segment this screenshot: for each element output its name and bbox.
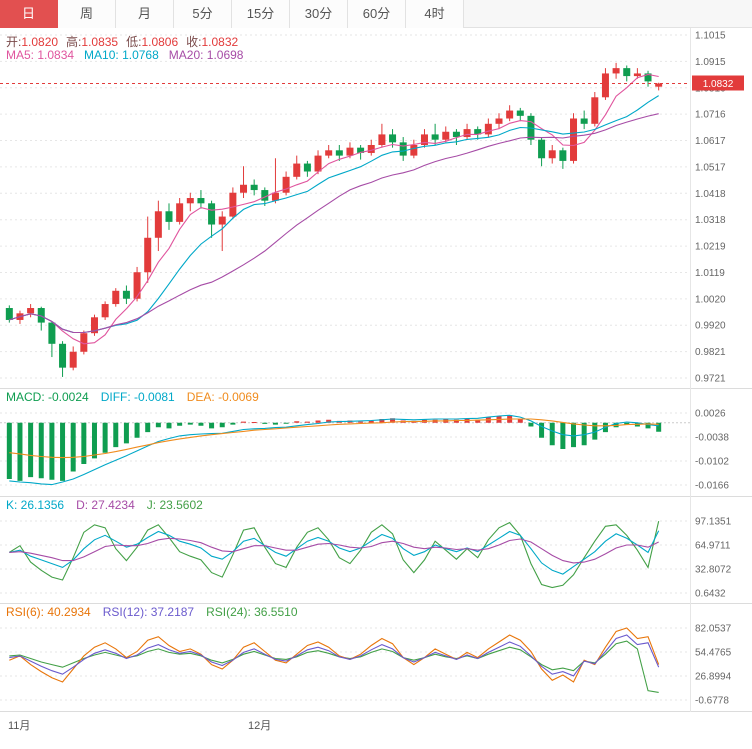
svg-text:1.0517: 1.0517 bbox=[695, 162, 726, 173]
low-label: 低: bbox=[126, 35, 142, 49]
kdj-header: K: 26.1356 D: 27.4234 J: 23.5602 bbox=[0, 497, 752, 513]
tab-weekly[interactable]: 周 bbox=[58, 0, 116, 28]
svg-text:1.0318: 1.0318 bbox=[695, 215, 726, 226]
macd-panel: MACD: -0.0024 DIFF: -0.0081 DEA: -0.0069 0… bbox=[0, 389, 752, 497]
svg-text:0.9920: 0.9920 bbox=[695, 321, 726, 332]
svg-text:-0.0166: -0.0166 bbox=[695, 481, 729, 492]
svg-text:-0.0102: -0.0102 bbox=[695, 457, 729, 468]
svg-text:1.0716: 1.0716 bbox=[695, 110, 726, 121]
svg-text:0.0026: 0.0026 bbox=[695, 409, 726, 420]
svg-text:-0.6778: -0.6778 bbox=[695, 696, 729, 707]
tab-4hour[interactable]: 4时 bbox=[406, 0, 464, 28]
tab-5min[interactable]: 5分 bbox=[174, 0, 232, 28]
j-value: J: 23.5602 bbox=[146, 498, 203, 512]
rsi-header: RSI(6): 40.2934 RSI(12): 37.2187 RSI(24): … bbox=[0, 604, 752, 620]
tab-15min[interactable]: 15分 bbox=[232, 0, 290, 28]
macd-value: MACD: -0.0024 bbox=[6, 390, 89, 404]
x-axis: 11月 12月 bbox=[0, 712, 752, 749]
svg-text:-0.0038: -0.0038 bbox=[695, 433, 729, 444]
kdj-panel: K: 26.1356 D: 27.4234 J: 23.5602 97.1351 64… bbox=[0, 497, 752, 604]
svg-text:97.1351: 97.1351 bbox=[695, 517, 732, 528]
axis-divider bbox=[690, 28, 691, 712]
svg-text:1.1015: 1.1015 bbox=[695, 31, 726, 42]
svg-text:54.4765: 54.4765 bbox=[695, 648, 732, 659]
rsi-panel: RSI(6): 40.2934 RSI(12): 37.2187 RSI(24): … bbox=[0, 604, 752, 712]
svg-text:26.8994: 26.8994 bbox=[695, 672, 732, 683]
svg-text:64.9711: 64.9711 bbox=[695, 541, 731, 552]
svg-text:1.0915: 1.0915 bbox=[695, 57, 726, 68]
diff-value: DIFF: -0.0081 bbox=[100, 390, 175, 404]
dea-value: DEA: -0.0069 bbox=[186, 390, 259, 404]
svg-text:1.0418: 1.0418 bbox=[695, 189, 726, 200]
high-value: 1.0835 bbox=[81, 35, 119, 49]
kdj-chart[interactable]: 97.1351 64.9711 32.8072 0.6432 bbox=[0, 513, 752, 603]
svg-text:0.9721: 0.9721 bbox=[695, 374, 726, 385]
high-label: 高: bbox=[66, 35, 82, 49]
ma5-value: MA5: 1.0834 bbox=[6, 48, 75, 62]
rsi12-value: RSI(12): 37.2187 bbox=[102, 605, 195, 619]
tab-30min[interactable]: 30分 bbox=[290, 0, 348, 28]
svg-text:1.0617: 1.0617 bbox=[695, 136, 726, 147]
svg-text:0.6432: 0.6432 bbox=[695, 589, 726, 600]
open-label: 开: bbox=[6, 35, 22, 49]
close-label: 收: bbox=[186, 35, 202, 49]
tab-monthly[interactable]: 月 bbox=[116, 0, 174, 28]
svg-text:1.0119: 1.0119 bbox=[695, 268, 725, 279]
x-axis-label-november: 11月 bbox=[8, 720, 31, 732]
rsi6-value: RSI(6): 40.2934 bbox=[6, 605, 91, 619]
svg-text:1.0219: 1.0219 bbox=[695, 242, 726, 253]
macd-chart[interactable]: 0.0026 -0.0038 -0.0102 -0.0166 bbox=[0, 405, 752, 495]
open-value: 1.0820 bbox=[21, 35, 59, 49]
tab-daily[interactable]: 日 bbox=[0, 0, 58, 28]
rsi-chart[interactable]: 82.0537 54.4765 26.8994 -0.6778 bbox=[0, 620, 752, 710]
tab-60min[interactable]: 60分 bbox=[348, 0, 406, 28]
close-value: 1.0832 bbox=[201, 35, 239, 49]
svg-text:32.8072: 32.8072 bbox=[695, 565, 732, 576]
svg-text:0.9821: 0.9821 bbox=[695, 347, 726, 358]
ohlc-info: 开:1.0820 高:1.0835 低:1.0806 收:1.0832 bbox=[6, 33, 246, 50]
timeframe-tabbar: 日 周 月 5分 15分 30分 60分 4时 bbox=[0, 0, 752, 28]
ma10-value: MA10: 1.0768 bbox=[84, 48, 159, 62]
svg-text:1.0020: 1.0020 bbox=[695, 294, 726, 305]
macd-header: MACD: -0.0024 DIFF: -0.0081 DEA: -0.0069 bbox=[0, 389, 752, 405]
svg-text:82.0537: 82.0537 bbox=[695, 624, 732, 635]
k-value: K: 26.1356 bbox=[6, 498, 65, 512]
main-chart-panel: 开:1.0820 高:1.0835 低:1.0806 收:1.0832 MA5: 1.… bbox=[0, 28, 752, 389]
low-value: 1.0806 bbox=[141, 35, 179, 49]
candlestick-chart[interactable]: 1.10151.09151.08161.07161.06171.05171.04… bbox=[0, 28, 752, 388]
ma20-value: MA20: 1.0698 bbox=[168, 48, 244, 62]
x-axis-label-december: 12月 bbox=[248, 720, 272, 732]
ma-info: MA5: 1.0834 MA10: 1.0768 MA20: 1.0698 bbox=[6, 48, 243, 62]
svg-text:1.0832: 1.0832 bbox=[703, 79, 734, 90]
d-value: D: 27.4234 bbox=[76, 498, 135, 512]
rsi24-value: RSI(24): 36.5510 bbox=[206, 605, 298, 619]
